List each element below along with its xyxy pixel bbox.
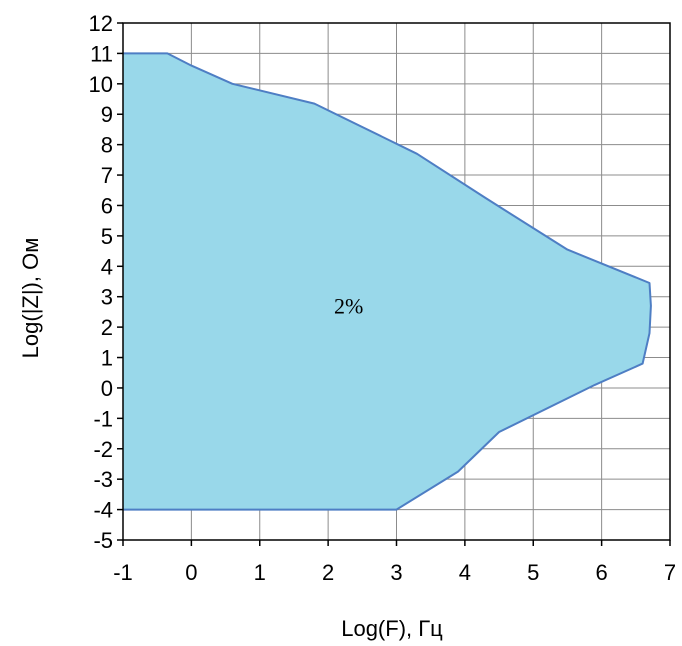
area-outline [123, 52, 652, 511]
y-tick-label: 1 [101, 346, 113, 371]
x-tick-label: 2 [322, 560, 334, 585]
x-tick-label: 4 [459, 560, 471, 585]
y-tick-label: -5 [93, 528, 113, 553]
y-tick-label: 7 [101, 163, 113, 188]
y-axis-title: Log(|Z|), Ом [18, 238, 43, 359]
x-tick-label: 5 [527, 560, 539, 585]
y-tick-label: 5 [101, 224, 113, 249]
y-tick-label: 4 [101, 254, 113, 279]
y-tick-label: 10 [89, 72, 113, 97]
plot-area [123, 52, 652, 511]
y-tick-label: -3 [93, 467, 113, 492]
y-tick-label: 11 [90, 41, 113, 66]
x-tick-labels: -1 0 1 2 3 4 5 6 7 [113, 540, 676, 585]
annotations: 2% [334, 293, 363, 318]
x-axis-title: Log(F), Гц [341, 616, 443, 641]
y-tick-label: 0 [101, 376, 113, 401]
area-annotation: 2% [334, 293, 363, 318]
y-tick-label: 9 [101, 102, 113, 127]
x-tick-label: -1 [113, 560, 133, 585]
area-fill [123, 53, 651, 510]
y-tick-label: 2 [101, 315, 113, 340]
y-tick-label: -4 [93, 498, 113, 523]
y-tick-label: 6 [101, 193, 113, 218]
y-tick-label: 3 [101, 285, 113, 310]
y-tick-label: 8 [101, 133, 113, 158]
x-tick-label: 6 [596, 560, 608, 585]
x-tick-label: 0 [185, 560, 197, 585]
y-tick-label: -2 [93, 437, 113, 462]
x-tick-label: 1 [254, 560, 266, 585]
x-tick-label: 7 [664, 560, 676, 585]
y-tick-label: 12 [89, 11, 113, 36]
y-tick-label: -1 [93, 406, 113, 431]
x-tick-label: 3 [390, 560, 402, 585]
